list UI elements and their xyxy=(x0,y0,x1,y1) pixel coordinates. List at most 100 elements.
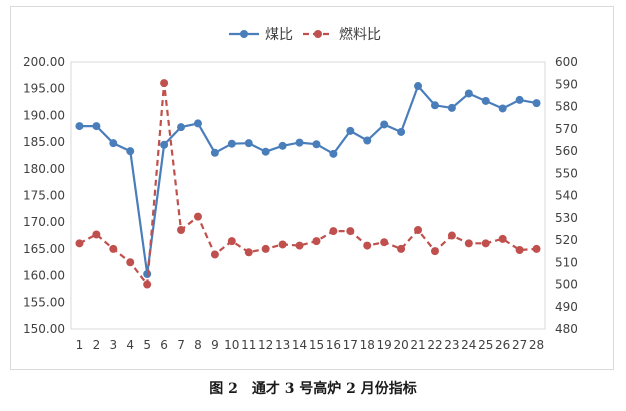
data-point-series-1 xyxy=(329,149,338,158)
data-point-series-1 xyxy=(75,122,84,131)
data-point-series-2 xyxy=(109,244,118,253)
data-point-series-2 xyxy=(380,238,389,247)
data-point-series-1 xyxy=(278,141,287,150)
data-point-series-1 xyxy=(126,147,135,156)
right-axis-tick-label: 560 xyxy=(555,144,578,158)
data-point-series-2 xyxy=(160,79,169,88)
x-axis-tick-label: 6 xyxy=(160,338,168,352)
x-axis-tick-label: 27 xyxy=(512,338,527,352)
left-axis-tick-label: 160.00 xyxy=(23,269,65,283)
data-point-series-1 xyxy=(498,104,507,113)
left-axis-tick-label: 195.00 xyxy=(23,82,65,96)
right-axis-tick-label: 530 xyxy=(555,211,578,225)
data-point-series-2 xyxy=(481,239,490,248)
x-axis-tick-label: 8 xyxy=(194,338,202,352)
x-axis-tick-label: 20 xyxy=(393,338,408,352)
left-axis-tick-label: 155.00 xyxy=(23,295,65,309)
data-point-series-2 xyxy=(244,248,253,257)
data-point-series-2 xyxy=(464,239,473,248)
x-axis-tick-label: 22 xyxy=(427,338,442,352)
right-axis-tick-label: 480 xyxy=(555,322,578,336)
data-point-series-1 xyxy=(227,139,236,148)
right-axis-tick-label: 500 xyxy=(555,278,578,292)
x-axis-tick-label: 18 xyxy=(360,338,375,352)
data-point-series-2 xyxy=(143,280,152,289)
right-axis-tick-label: 490 xyxy=(555,300,578,314)
data-point-series-1 xyxy=(481,96,490,105)
data-point-series-1 xyxy=(414,82,423,91)
legend-swatch-marker-2 xyxy=(314,30,322,38)
data-point-series-2 xyxy=(397,244,406,253)
right-axis-tick-label: 510 xyxy=(555,255,578,269)
data-point-series-1 xyxy=(244,139,253,148)
data-point-series-1 xyxy=(312,140,321,149)
x-axis-tick-label: 12 xyxy=(258,338,273,352)
data-point-series-1 xyxy=(515,95,524,104)
series-line-1 xyxy=(79,84,537,276)
data-point-series-2 xyxy=(227,237,236,246)
data-point-series-1 xyxy=(295,138,304,147)
x-axis-tick-label: 9 xyxy=(211,338,219,352)
data-point-series-1 xyxy=(177,123,186,132)
data-point-series-1 xyxy=(109,139,118,148)
right-axis-tick-label: 590 xyxy=(555,77,578,91)
data-point-series-2 xyxy=(177,225,186,234)
left-axis-tick-label: 150.00 xyxy=(23,322,65,336)
data-point-series-2 xyxy=(126,258,135,267)
series-layer xyxy=(70,61,546,330)
data-point-series-1 xyxy=(447,103,456,112)
legend: 煤比 燃料比 xyxy=(229,26,381,43)
data-point-series-2 xyxy=(329,227,338,236)
data-point-series-2 xyxy=(278,240,287,249)
x-axis-tick-label: 24 xyxy=(461,338,476,352)
legend-swatch-marker-1 xyxy=(240,30,248,38)
data-point-series-1 xyxy=(430,101,439,110)
legend-label-1: 煤比 xyxy=(265,27,293,43)
x-axis-tick-label: 1 xyxy=(76,338,84,352)
x-axis-tick-label: 16 xyxy=(326,338,341,352)
x-axis-tick-label: 19 xyxy=(377,338,392,352)
plot-area-border xyxy=(70,61,546,330)
right-axis-tick-label: 570 xyxy=(555,122,578,136)
data-point-series-2 xyxy=(430,247,439,256)
data-point-series-2 xyxy=(346,227,355,236)
data-point-series-1 xyxy=(193,119,202,128)
data-point-series-2 xyxy=(295,241,304,250)
data-point-series-2 xyxy=(447,231,456,240)
data-point-series-1 xyxy=(532,99,541,108)
left-axis-tick-label: 190.00 xyxy=(23,108,65,122)
x-axis-tick-label: 17 xyxy=(343,338,358,352)
x-axis-tick-label: 26 xyxy=(495,338,510,352)
right-axis: 480 490 500 510 520 530 540 550 560 570 580 590 600 xyxy=(555,55,578,336)
left-axis-tick-label: 185.00 xyxy=(23,135,65,149)
data-point-series-2 xyxy=(312,237,321,246)
x-axis-tick-label: 7 xyxy=(177,338,185,352)
left-axis-tick-label: 175.00 xyxy=(23,189,65,203)
data-point-series-2 xyxy=(532,244,541,253)
data-point-series-2 xyxy=(75,239,84,248)
x-axis-tick-label: 5 xyxy=(143,338,151,352)
x-axis-tick-label: 3 xyxy=(110,338,118,352)
data-point-series-2 xyxy=(92,230,101,239)
data-point-series-2 xyxy=(515,246,524,255)
x-axis-tick-label: 28 xyxy=(529,338,544,352)
data-point-series-2 xyxy=(193,212,202,221)
x-axis-tick-label: 13 xyxy=(275,338,290,352)
data-point-series-1 xyxy=(346,126,355,135)
data-point-series-2 xyxy=(261,244,270,253)
data-point-series-1 xyxy=(397,127,406,136)
x-axis-tick-label: 10 xyxy=(224,338,239,352)
x-axis: 1 2 3 4 5 6 7 8 9 10 11 12 13 14 15 16 17 18 19 20 21 22 23 24 2… xyxy=(76,338,545,352)
x-axis-tick-label: 15 xyxy=(309,338,324,352)
left-axis: 150.00 155.00 160.00 165.00 170.00 175.00 180.… xyxy=(23,55,65,336)
line-chart: 煤比 燃料比 150.00 155.00 160.00 165.00 170.00 175.… xyxy=(23,26,578,352)
x-axis-tick-label: 23 xyxy=(444,338,459,352)
data-point-series-2 xyxy=(414,225,423,234)
data-point-series-1 xyxy=(92,122,101,131)
legend-label-2: 燃料比 xyxy=(339,26,381,43)
data-point-series-2 xyxy=(210,250,219,259)
x-axis-tick-label: 11 xyxy=(241,338,256,352)
left-axis-tick-label: 200.00 xyxy=(23,55,65,69)
x-axis-tick-label: 14 xyxy=(292,338,307,352)
data-point-series-1 xyxy=(464,89,473,98)
